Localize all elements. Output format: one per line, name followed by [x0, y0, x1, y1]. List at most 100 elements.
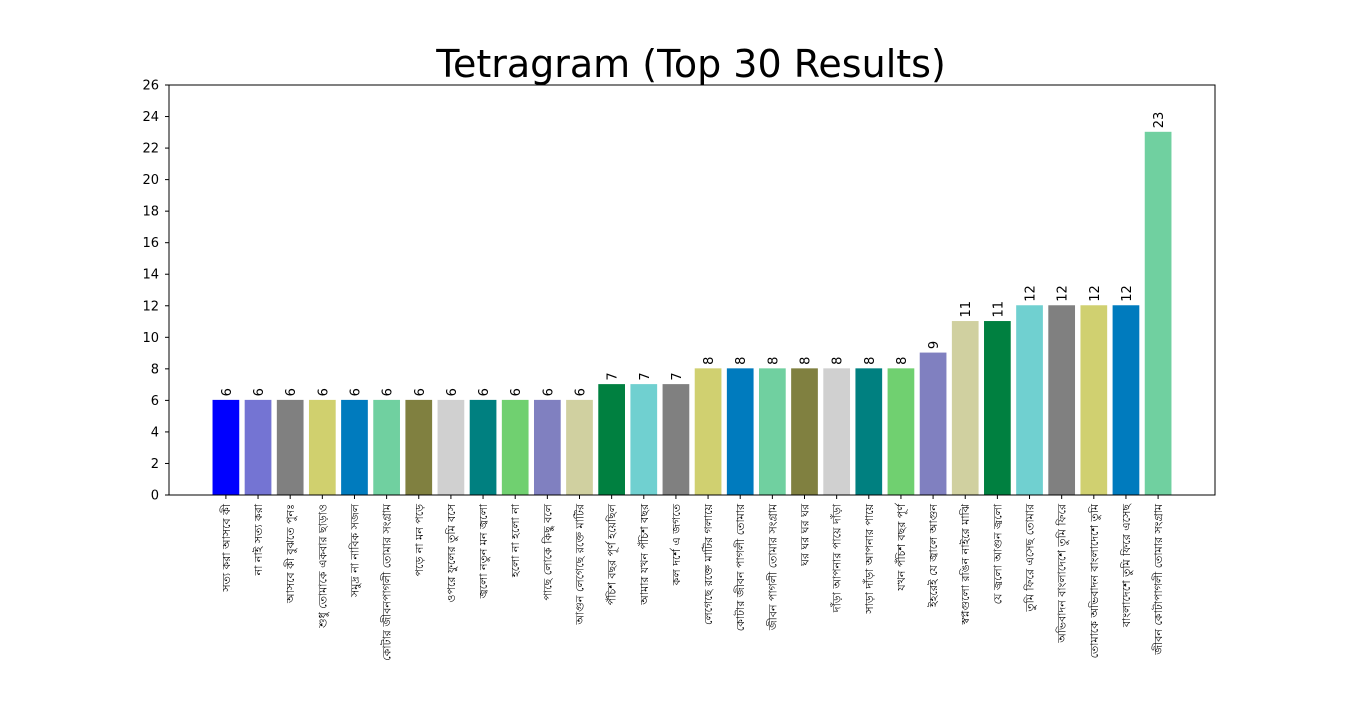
bar — [244, 399, 272, 496]
x-tick-label: শুধু তোমাকে একবার ছাড়াও — [316, 504, 329, 629]
bar — [501, 399, 529, 496]
x-tick-label: সমুদ্র না নাবিক সজল — [348, 503, 361, 598]
bar — [984, 321, 1011, 496]
bar — [855, 368, 883, 496]
bar — [694, 368, 722, 496]
x-tick-label: কোটার জীবন পাগলী তোমার — [734, 503, 747, 631]
bar-value-label: 12 — [1088, 285, 1103, 302]
y-tick-label: 24 — [142, 110, 159, 125]
bar — [951, 321, 979, 496]
bar — [759, 368, 786, 496]
x-tick-label: না নাই সত্য করা — [252, 503, 265, 576]
bar-value-label: 8 — [766, 357, 781, 365]
y-tick-label: 0 — [151, 489, 159, 504]
x-tick-label: ইহরেই যে জ্বালে আগুন — [927, 504, 940, 609]
bar — [1144, 131, 1172, 496]
bar-group — [212, 131, 1172, 496]
x-tick-label: অভিবাদন বাংলাদেশে তুমি ফিরে — [1056, 503, 1069, 644]
bar-value-label: 11 — [959, 301, 974, 318]
bar-value-label: 6 — [573, 388, 588, 396]
bar — [1112, 305, 1140, 496]
bar-value-label: 6 — [284, 388, 299, 396]
x-tick-label: পাছে লোকে কিছু বলে — [541, 503, 554, 600]
bar — [726, 368, 754, 496]
bar — [341, 399, 368, 496]
x-tick-label: ঘর ঘর ঘর ঘর — [799, 503, 812, 567]
y-tick-label: 12 — [142, 299, 159, 314]
y-tick-label: 22 — [142, 142, 159, 157]
y-tick-label: 2 — [151, 457, 159, 472]
bar — [308, 399, 336, 496]
bar — [405, 399, 433, 496]
y-tick-label: 26 — [142, 79, 159, 94]
x-tick-label: আসবে কী বুঝতে পুনঃ — [284, 504, 297, 604]
x-tick-label: কোটার জীবনপাগলী তোমার সংগ্রাম — [381, 503, 394, 661]
plot-frame — [168, 84, 1216, 496]
value-labels: 6 6 6 6 6 6 6 6 6 6 6 6 7 7 7 8 8 8 8 8 8 8 9 11 11 12 12 12 12 23 — [220, 112, 1167, 397]
x-tick-label: তোমাকে অভিবাদন বাংলাদেশে তুমি — [1088, 503, 1101, 658]
bar-value-label: 6 — [316, 388, 331, 396]
y-tick-label: 18 — [142, 205, 159, 220]
bar-value-label: 8 — [799, 357, 814, 365]
bar-value-label: 6 — [413, 388, 428, 396]
bar-value-label: 7 — [606, 372, 621, 380]
bar-value-label: 8 — [702, 357, 717, 365]
bar-value-label: 8 — [863, 357, 878, 365]
y-tick-label: 4 — [151, 425, 159, 440]
x-tick-label: যখন পঁচিশ বছর পূর্ণ — [894, 502, 908, 592]
x-tick-label: যে জ্বলো আগুন জ্বলো — [991, 503, 1004, 604]
bar — [1016, 305, 1043, 496]
bar-value-label: 12 — [1056, 285, 1071, 302]
bar — [566, 399, 593, 496]
bar — [533, 399, 561, 496]
x-tick-label: আমার যখন পঁচিশ বছর — [637, 503, 651, 606]
bar-value-label: 8 — [895, 357, 910, 365]
bar-value-label: 8 — [831, 357, 846, 365]
bar — [469, 399, 497, 496]
bar — [630, 384, 658, 496]
bar-value-label: 12 — [1120, 285, 1135, 302]
bar — [276, 399, 304, 496]
x-tick-label: আগুন লেগেছে রক্তে মাটির — [573, 503, 586, 626]
bar-value-label: 6 — [541, 388, 556, 396]
bar-value-label: 6 — [220, 388, 235, 396]
bar-value-label: 9 — [927, 341, 942, 349]
x-tick-label: জীবন কোটাপাগলী তোমার সংগ্রাম — [1152, 503, 1165, 656]
x-tick-label: তুমি ফিরে এসেছ তোমার — [1024, 503, 1037, 613]
y-tick-label: 20 — [142, 173, 159, 188]
bar-value-label: 6 — [445, 388, 460, 396]
bar-value-label: 6 — [509, 388, 524, 396]
bar — [791, 368, 818, 496]
bar — [373, 399, 400, 496]
bar-value-label: 8 — [734, 357, 749, 365]
x-tick-label: পঁচিশ বছর পূর্ণ হয়েছিল — [605, 503, 619, 605]
bar — [212, 399, 240, 496]
bar-value-label: 6 — [477, 388, 492, 396]
y-tick-label: 16 — [142, 236, 159, 251]
bar-value-label: 12 — [1024, 285, 1039, 302]
bar-value-label: 7 — [670, 372, 685, 380]
x-tick-label: লেগেছে রক্তে মাটির গলায়ে — [702, 503, 715, 625]
x-tick-label: দাঁড়া আপনার পায়ে দাঁড়া — [830, 503, 844, 613]
y-tick-label: 14 — [142, 268, 159, 283]
bar — [1080, 305, 1108, 496]
x-tick-label: বাংলাদেশে তুমি ফিরে এসেছ — [1120, 503, 1133, 628]
x-tick-label: জ্বলো নতুন মন জ্বলো — [477, 503, 490, 599]
bar-value-label: 7 — [638, 372, 653, 380]
x-tick-label: স্বপ্নগুলো রঙিন নাইরে মাঝি — [959, 503, 972, 625]
x-tick-label: পড়ে না মন পড়ে — [413, 504, 426, 577]
x-axis: সত্য করা আসবে কী না নাই সত্য করা আসবে কী ব… — [220, 495, 1165, 661]
bar-value-label: 6 — [252, 388, 267, 396]
x-tick-label: হলো না হলো না — [509, 503, 522, 578]
bar-value-label: 11 — [991, 301, 1006, 318]
x-tick-label: কল দর্শে এ জগতে — [670, 503, 683, 586]
bar — [662, 384, 690, 496]
bar — [437, 399, 465, 496]
y-tick-label: 8 — [151, 362, 159, 377]
y-tick-label: 6 — [151, 394, 159, 409]
x-tick-label: সাড়া দাঁড়া আপনার পায়ে — [862, 503, 876, 614]
chart-title: Tetragram (Top 30 Results) — [435, 42, 946, 86]
